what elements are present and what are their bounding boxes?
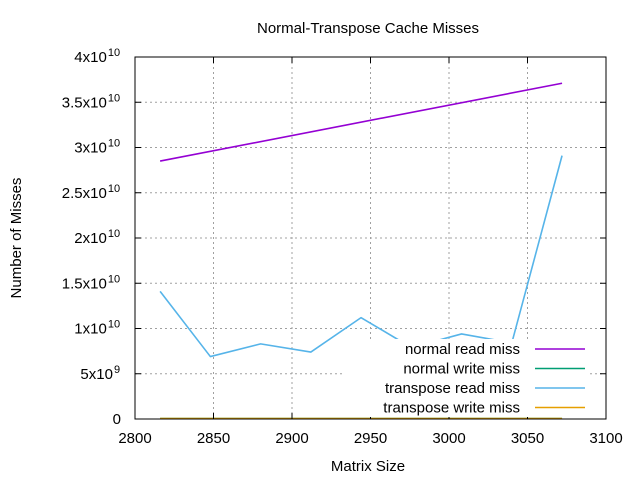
y-tick-mantissa: 1x10: [74, 321, 107, 338]
y-tick-exponent: 10: [108, 183, 120, 195]
y-tick-mantissa: 0: [113, 411, 121, 428]
y-tick-label: 5x109: [80, 364, 121, 383]
y-tick-label: 0: [113, 411, 121, 428]
x-tick-labels: 2800 2850 2900 2950 3000 3050 3100: [118, 430, 622, 447]
y-axis-title: Number of Misses: [8, 178, 25, 299]
x-tick-label: 3100: [589, 430, 622, 447]
y-tick-mantissa: 3x10: [74, 140, 107, 157]
legend-background: [345, 378, 590, 398]
y-tick-label: 3x1010: [74, 138, 121, 157]
x-tick-label: 3050: [511, 430, 544, 447]
y-tick-mantissa: 4x10: [74, 49, 107, 66]
legend-background: [345, 397, 590, 417]
legend-label: normal read miss: [405, 341, 520, 358]
y-tick-exponent: 10: [108, 273, 120, 285]
x-tick-label: 2900: [275, 430, 308, 447]
y-tick-label: 1.5x1010: [62, 273, 121, 292]
x-tick-label: 3000: [432, 430, 465, 447]
legend-background: [345, 339, 590, 359]
y-tick-label: 1x1010: [74, 319, 121, 338]
y-tick-exponent: 10: [108, 319, 120, 331]
chart-title: Normal-Transpose Cache Misses: [257, 20, 479, 37]
y-tick-label: 4x1010: [74, 47, 121, 66]
y-tick-exponent: 9: [114, 364, 120, 376]
y-tick-mantissa: 2x10: [74, 230, 107, 247]
y-tick-exponent: 10: [108, 228, 120, 240]
legend-background: [345, 358, 590, 378]
y-tick-mantissa: 1.5x10: [62, 275, 107, 292]
y-tick-mantissa: 3.5x10: [62, 94, 107, 111]
legend: normal read miss normal write miss transpo…: [345, 339, 590, 417]
series-line-2: [159, 155, 563, 358]
legend-label: normal write miss: [403, 361, 520, 378]
y-tick-exponent: 10: [108, 138, 120, 150]
y-tick-mantissa: 2.5x10: [62, 185, 107, 202]
y-tick-exponent: 10: [108, 47, 120, 59]
x-axis-title: Matrix Size: [331, 458, 405, 475]
x-tick-label: 2800: [118, 430, 151, 447]
legend-label: transpose read miss: [385, 380, 520, 397]
x-tick-label: 2850: [197, 430, 230, 447]
x-tick-label: 2950: [354, 430, 387, 447]
legend-label: transpose write miss: [383, 400, 520, 417]
axis-ticks: [134, 56, 607, 420]
y-tick-label: 2x1010: [74, 228, 121, 247]
y-tick-mantissa: 5x10: [80, 366, 113, 383]
series-line-0: [159, 82, 563, 162]
y-tick-label: 2.5x1010: [62, 183, 121, 202]
y-tick-label: 3.5x1010: [62, 92, 121, 111]
y-tick-exponent: 10: [108, 92, 120, 104]
